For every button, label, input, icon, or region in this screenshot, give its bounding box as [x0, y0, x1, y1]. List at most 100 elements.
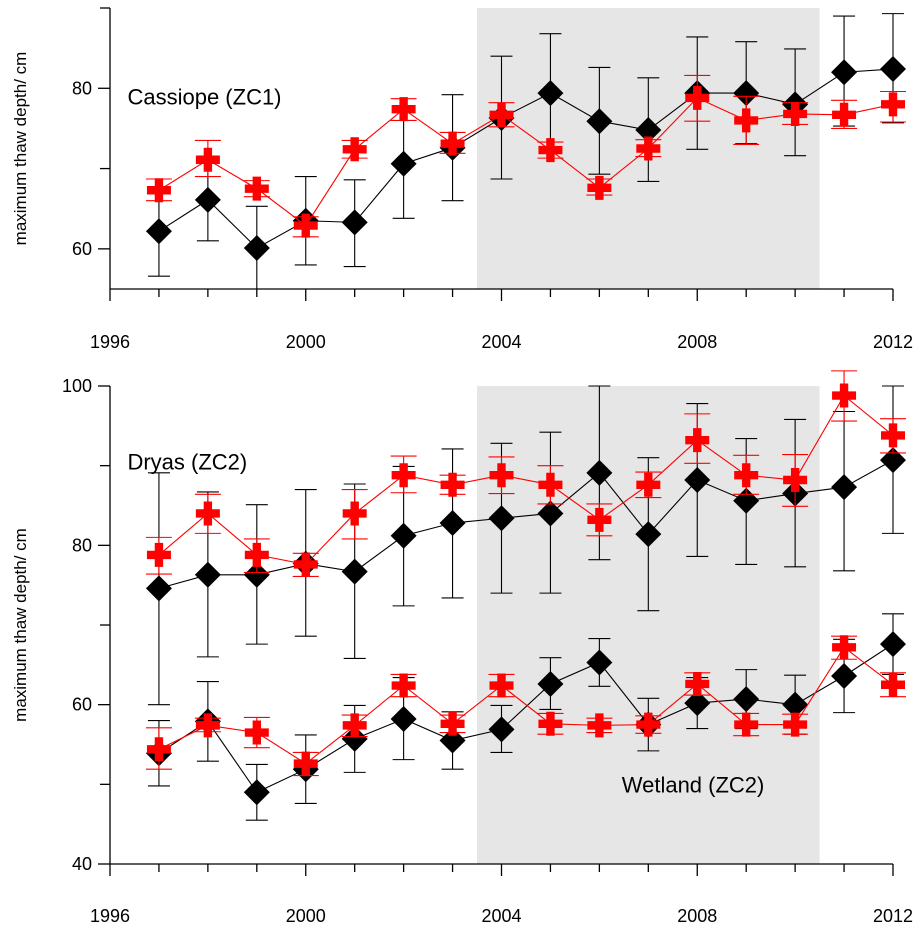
cross-marker	[587, 175, 612, 200]
cross-marker	[391, 673, 416, 698]
y-tick-label: 40	[72, 854, 92, 874]
diamond-marker	[684, 690, 711, 717]
x-tick-label: 2004	[481, 906, 521, 926]
cross-marker	[783, 468, 808, 493]
diamond-marker	[586, 649, 613, 676]
series-line	[158, 459, 894, 589]
panel-cassiope: 60 80 1996 2000 2004 2008 2012 maximum thaw dep…	[11, 7, 913, 352]
diamond-marker	[488, 716, 515, 743]
diamond-marker	[586, 459, 613, 486]
cross-marker	[391, 463, 416, 488]
cross-marker	[538, 472, 563, 497]
cross-marker	[146, 542, 171, 567]
y-tick-label: 60	[72, 695, 92, 715]
diamond-marker	[537, 80, 564, 107]
diamond-marker	[537, 670, 564, 697]
diamond-marker	[243, 235, 270, 262]
diamond-marker	[488, 505, 515, 532]
cross-marker	[489, 463, 514, 488]
cross-marker	[489, 102, 514, 127]
x-tick-label: 2000	[286, 906, 326, 926]
cross-marker	[783, 712, 808, 737]
diamond-marker	[537, 500, 564, 527]
cross-marker	[636, 472, 661, 497]
series-line	[158, 643, 894, 793]
cross-marker	[685, 671, 710, 696]
cross-marker	[734, 712, 759, 737]
diamond-marker	[439, 510, 466, 537]
cross-marker	[244, 542, 269, 567]
x-tick-label: 1996	[90, 906, 130, 926]
diamond-marker	[341, 725, 368, 752]
diamond-marker	[390, 706, 417, 733]
cross-marker	[832, 383, 857, 408]
cross-marker	[440, 472, 465, 497]
cross-marker	[146, 178, 171, 203]
cross-marker	[244, 176, 269, 201]
panel-dryas-wetland: 40 60 80 100 1996 2000 2004 2008 2012 maximum tha…	[11, 370, 913, 926]
series-line	[158, 646, 894, 765]
diamond-marker	[880, 631, 906, 658]
cross-marker	[538, 711, 563, 736]
cross-marker	[734, 463, 759, 488]
cross-marker	[195, 501, 220, 526]
diamond-marker	[733, 80, 760, 107]
diamond-marker	[145, 575, 172, 602]
diamond-marker	[635, 117, 662, 144]
diamond-marker	[733, 686, 760, 713]
y-tick-label: 100	[62, 376, 92, 396]
diamond-marker	[243, 779, 270, 806]
cross-marker	[342, 137, 367, 162]
cross-marker	[783, 101, 808, 126]
cross-marker	[881, 423, 905, 448]
cross-marker	[195, 147, 220, 172]
diamond-marker	[439, 727, 466, 754]
cross-marker	[734, 108, 759, 133]
series-line	[158, 68, 894, 249]
diamond-marker	[341, 558, 368, 585]
annotation-label: Wetland (ZC2)	[622, 772, 765, 797]
y-tick-label: 80	[72, 535, 92, 555]
cross-marker	[440, 711, 465, 736]
axes	[98, 385, 894, 876]
cross-marker	[685, 85, 710, 110]
cross-marker	[832, 102, 857, 127]
diamond-marker	[880, 56, 906, 83]
x-tick-label: 2000	[286, 332, 326, 352]
cross-marker	[538, 138, 563, 163]
x-tick-label: 2008	[677, 332, 717, 352]
diamond-marker	[194, 561, 221, 588]
cross-marker	[146, 737, 171, 762]
cross-marker	[587, 507, 612, 532]
cross-marker	[881, 672, 905, 697]
diamond-marker	[684, 467, 711, 494]
y-axis-label: maximum thaw depth/ cm	[11, 528, 30, 722]
cross-marker	[636, 136, 661, 161]
cross-marker	[342, 713, 367, 738]
cross-marker	[685, 428, 710, 453]
y-axis-label: maximum thaw depth/ cm	[11, 52, 30, 246]
cross-marker	[832, 635, 857, 660]
series-line	[158, 394, 894, 566]
series-1	[145, 370, 906, 577]
cross-marker	[391, 97, 416, 122]
diamond-marker	[390, 150, 417, 177]
diamond-marker	[390, 522, 417, 549]
annotation-label: Dryas (ZC2)	[127, 450, 247, 475]
diamond-marker	[831, 59, 858, 86]
diamond-marker	[635, 521, 662, 548]
cross-marker	[342, 501, 367, 526]
diamond-marker	[831, 474, 858, 501]
annotation-label: Cassiope (ZC1)	[127, 84, 281, 109]
cross-marker	[293, 751, 318, 776]
x-tick-label: 2004	[481, 332, 521, 352]
cross-marker	[587, 713, 612, 738]
series-3	[145, 635, 906, 777]
diamond-marker	[243, 561, 270, 588]
cross-marker	[195, 713, 220, 738]
series-1	[145, 74, 906, 238]
diamond-marker	[341, 209, 368, 236]
x-tick-label: 2008	[677, 906, 717, 926]
diamond-marker	[831, 662, 858, 689]
diamond-marker	[145, 218, 172, 245]
